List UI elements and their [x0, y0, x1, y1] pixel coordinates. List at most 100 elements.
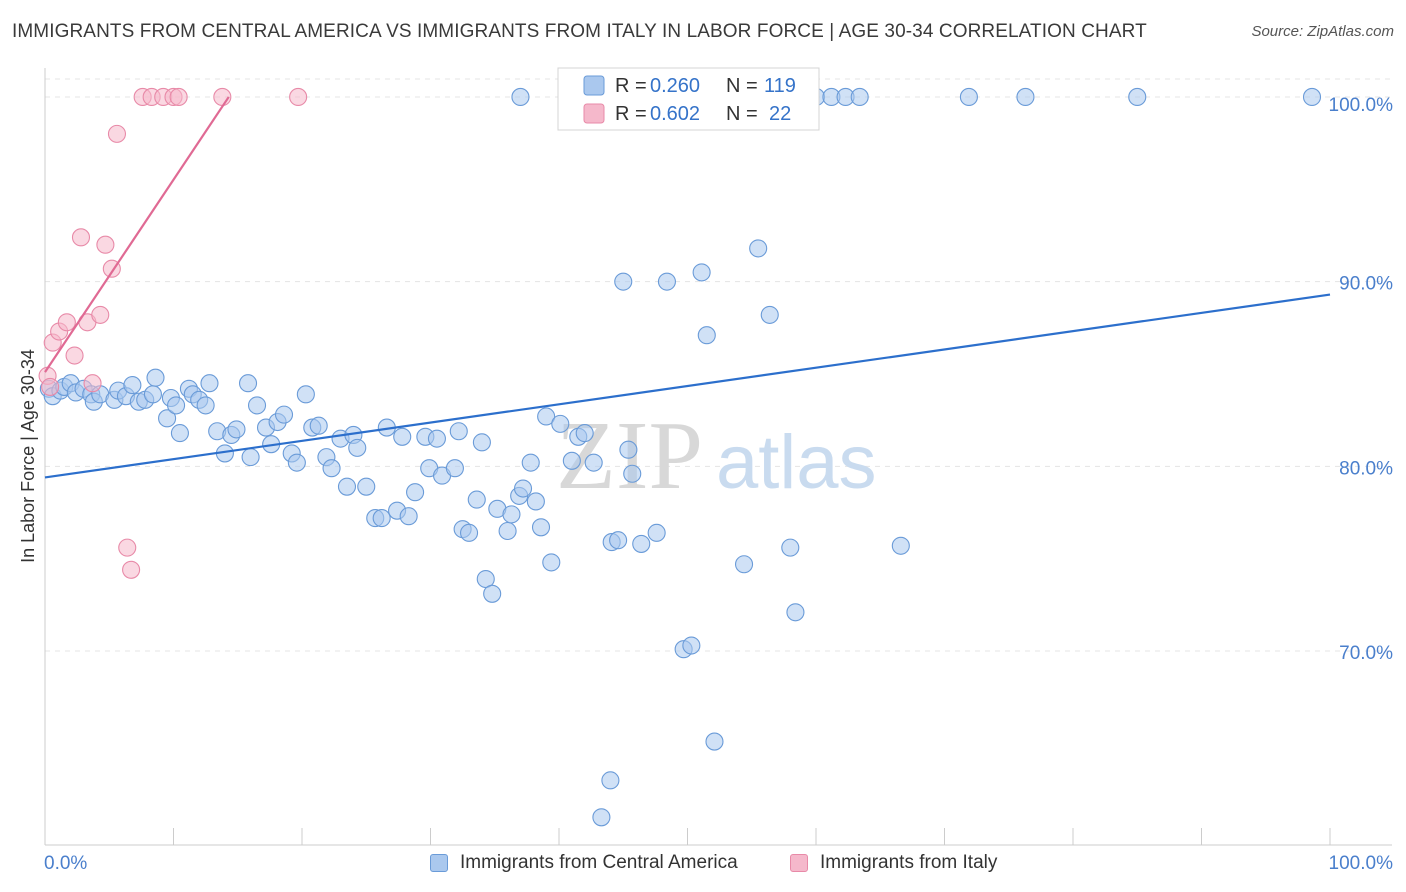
point-central-america [647, 523, 666, 542]
point-italy [91, 305, 110, 324]
legend-label-central-america: Immigrants from Central America [460, 852, 738, 873]
legend-r-label-1: R = [615, 75, 647, 97]
point-central-america [309, 416, 328, 435]
point-central-america [238, 374, 258, 393]
legend-label-italy: Immigrants from Italy [820, 852, 998, 873]
point-central-america [357, 477, 376, 496]
point-central-america [781, 538, 800, 557]
point-central-america [393, 427, 412, 446]
point-central-america [891, 536, 910, 555]
point-central-america [196, 396, 215, 415]
point-central-america [287, 453, 306, 472]
point-central-america [274, 405, 294, 424]
chart-title: IMMIGRANTS FROM CENTRAL AMERICA VS IMMIG… [12, 21, 1147, 42]
point-central-america [167, 396, 186, 415]
point-central-america [296, 385, 315, 404]
point-central-america [322, 459, 341, 478]
point-central-america [502, 505, 521, 524]
trend-line-central-america [44, 293, 1331, 479]
x-tick-label: 0.0% [44, 853, 87, 874]
point-italy [169, 87, 188, 106]
point-central-america [682, 636, 701, 655]
point-central-america [562, 451, 581, 470]
point-central-america [1016, 87, 1035, 106]
legend-item-central-america[interactable]: Immigrants from Central America [430, 852, 738, 874]
point-central-america [551, 414, 570, 433]
point-italy [96, 235, 115, 254]
point-central-america [850, 87, 869, 106]
point-central-america [1128, 87, 1147, 106]
point-italy [107, 124, 127, 143]
point-italy [57, 313, 76, 332]
point-italy [65, 346, 84, 365]
y-tick-labels: 70.0% 80.0% 90.0% 100.0% [1329, 95, 1394, 664]
legend-n-label-2: N = [726, 103, 758, 125]
point-italy [122, 560, 141, 579]
legend-item-italy[interactable]: Immigrants from Italy [790, 852, 997, 874]
watermark: ZIP atlas [556, 402, 877, 510]
point-central-america [459, 523, 479, 542]
legend-r-value-1: 0.260 [650, 75, 700, 97]
point-central-america [623, 464, 642, 483]
point-central-america [697, 326, 716, 345]
x-tick-label: 100.0% [1329, 853, 1394, 874]
point-central-america [406, 483, 425, 502]
point-central-america [734, 555, 754, 574]
point-central-america [427, 429, 446, 448]
legend-n-label-1: N = [726, 75, 758, 97]
legend-swatch-central-america [583, 75, 605, 96]
point-central-america [511, 87, 530, 106]
point-central-america [632, 534, 651, 553]
point-central-america [537, 407, 556, 426]
point-central-america [158, 409, 177, 428]
point-central-america [601, 771, 620, 790]
point-central-america [760, 305, 779, 324]
point-central-america [146, 368, 165, 387]
point-central-america [348, 438, 367, 457]
point-central-america [445, 459, 464, 478]
y-tick-label: 80.0% [1339, 458, 1393, 479]
point-central-america [472, 433, 491, 452]
point-central-america [584, 453, 603, 472]
point-central-america [483, 584, 502, 603]
legend-swatch-pink [790, 854, 808, 872]
point-central-america [749, 239, 768, 258]
legend-swatch-italy [583, 103, 605, 124]
trend-line-italy [44, 96, 230, 373]
legend-r-value-2: 0.602 [650, 103, 700, 125]
point-central-america [692, 263, 711, 282]
point-central-america [1302, 87, 1322, 106]
legend-n-value-2: 22 [769, 103, 791, 125]
point-italy [71, 228, 91, 247]
point-central-america [526, 492, 545, 511]
x-tick-labels: 0.0% 100.0% [44, 853, 1393, 874]
point-central-america [609, 531, 628, 550]
trend-lines [44, 96, 1331, 479]
point-central-america [786, 603, 805, 622]
point-italy [118, 538, 137, 557]
point-central-america [467, 490, 486, 509]
point-central-america [498, 521, 517, 541]
point-central-america [143, 385, 162, 404]
point-central-america [241, 448, 260, 467]
point-central-america [200, 374, 219, 393]
point-central-america [657, 272, 676, 291]
point-italy [289, 87, 308, 106]
chart-source: Source: ZipAtlas.com [1251, 23, 1394, 40]
point-central-america [705, 732, 724, 751]
point-central-america [227, 420, 246, 439]
point-central-america [959, 87, 978, 106]
point-central-america [449, 422, 468, 441]
y-tick-label: 100.0% [1329, 95, 1394, 116]
axes [44, 68, 1392, 846]
point-central-america [337, 477, 357, 496]
grid-lines [45, 78, 1392, 652]
y-axis-label: In Labor Force | Age 30-34 [18, 349, 38, 563]
point-central-america [531, 518, 551, 537]
point-central-america [619, 440, 638, 459]
point-italy [83, 374, 102, 393]
point-central-america [372, 509, 391, 528]
point-central-america [513, 479, 533, 498]
point-central-america [247, 396, 267, 415]
